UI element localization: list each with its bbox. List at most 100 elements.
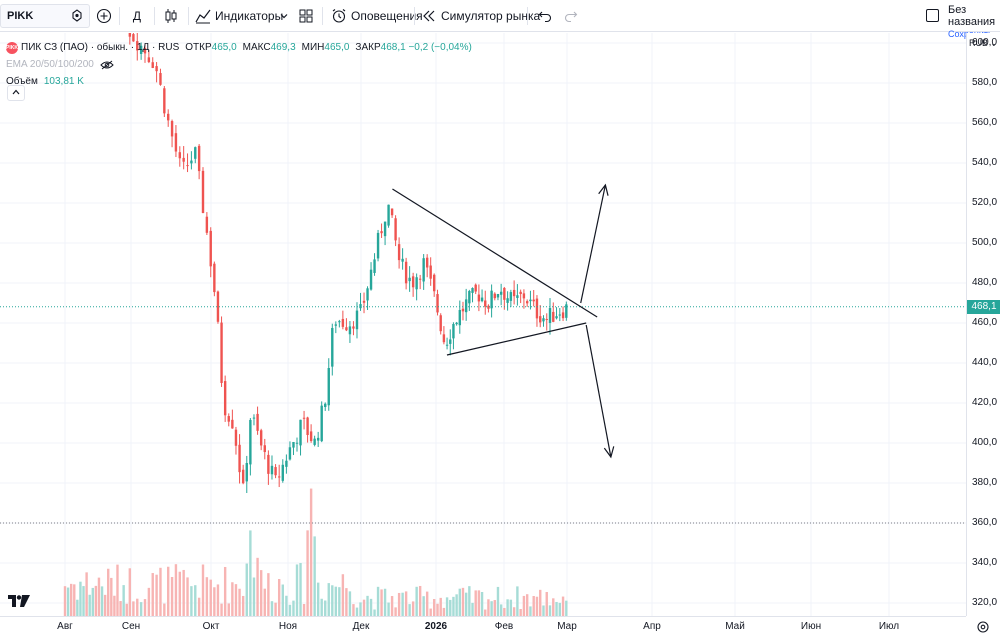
candle-body — [252, 417, 256, 419]
volume-bar — [503, 607, 506, 616]
price-tick-label: 480,0 — [972, 277, 998, 288]
layout-checkbox[interactable] — [926, 9, 939, 22]
currency-selector[interactable]: RUB ⌄ — [969, 38, 997, 48]
candle-body — [558, 314, 561, 316]
time-tick-label: Сен — [121, 621, 141, 632]
volume-bar — [79, 581, 82, 616]
volume-bar — [373, 609, 376, 616]
candle-body — [415, 277, 418, 290]
candle-body — [436, 294, 439, 313]
indicators-button[interactable]: Индикаторы — [195, 0, 283, 32]
candle-body — [552, 311, 555, 322]
volume-bar — [493, 600, 496, 616]
volume-bar — [274, 602, 277, 616]
candle-body — [477, 294, 481, 302]
volume-bar — [324, 600, 327, 616]
candle-body — [503, 287, 506, 300]
chevron-down-icon: ⌄ — [990, 39, 998, 48]
volume-bar — [309, 488, 313, 616]
eye-hidden-icon[interactable] — [100, 60, 114, 70]
compare-icon[interactable] — [70, 9, 84, 23]
candle-body — [163, 88, 166, 114]
candle-body — [445, 344, 449, 346]
time-tick-label: Июн — [800, 621, 822, 632]
templates-button[interactable] — [293, 0, 319, 32]
volume-bar — [170, 576, 174, 616]
volume-bar — [201, 564, 205, 616]
volume-bar — [380, 589, 383, 616]
candle-body — [369, 269, 373, 290]
volume-bar — [383, 588, 387, 616]
volume-bar — [429, 608, 432, 616]
legend-ema-row[interactable]: EMA 20/50/100/200 — [6, 56, 472, 73]
ohlc-close-value: 468,1 −0,2 (−0,04%) — [380, 42, 472, 53]
layout-grid-icon — [299, 9, 313, 23]
volume-bar — [366, 595, 369, 616]
symbol-search-box[interactable]: PIKK — [0, 4, 90, 28]
rewind-icon — [423, 10, 435, 22]
candle-body — [418, 278, 422, 280]
tradingview-logo[interactable] — [8, 594, 30, 610]
volume-bar — [132, 601, 135, 616]
candle-body — [532, 299, 535, 302]
bar-replay-button[interactable]: Симулятор рынка — [421, 0, 540, 32]
undo-button[interactable] — [532, 0, 558, 32]
volume-bar — [522, 595, 526, 616]
candle-body — [484, 300, 487, 307]
candle-body — [487, 305, 490, 309]
time-tick-label: Мар — [557, 621, 577, 632]
volume-bar — [561, 596, 565, 616]
volume-bar — [487, 599, 490, 616]
candle-body — [376, 232, 380, 259]
volume-bar — [525, 594, 529, 616]
candle-body — [263, 445, 266, 453]
time-axis[interactable]: Авг Сен Окт Ноя Дек 2026 Фев Мар Апр Май Июн Июл — [0, 616, 966, 638]
arrow-down-head — [603, 446, 615, 459]
price-axis[interactable]: RUB ⌄ 600,0 580,0 560,0 540,0 520,0 500,0 480,… — [966, 33, 1000, 616]
volume-bar — [281, 584, 284, 616]
price-tick-label: 380,0 — [972, 477, 998, 488]
candle-body — [499, 291, 503, 295]
settings-icon[interactable] — [976, 620, 990, 634]
volume-bar — [555, 601, 558, 616]
volume-bar — [331, 585, 334, 616]
volume-bar — [159, 567, 162, 616]
chart-pane[interactable]: PIKK ПИК СЗ (ПАО) · обыкн. · 1Д · RUS ОТ… — [0, 33, 966, 616]
candle-body — [132, 34, 135, 42]
volume-value: 103,81 K — [43, 76, 84, 87]
ohlc-open-key: ОТКР — [185, 42, 212, 53]
volume-bar — [532, 596, 535, 616]
legend-volume-row[interactable]: Объём 103,81 K — [6, 73, 472, 90]
candle-body — [401, 258, 404, 262]
tradingview-logo-icon — [8, 595, 30, 607]
volume-bar — [205, 577, 209, 616]
candle-body — [182, 157, 185, 162]
candle-body — [194, 147, 197, 159]
candle-body — [197, 145, 201, 172]
candle-body — [565, 304, 568, 318]
redo-button[interactable] — [558, 0, 584, 32]
alerts-button[interactable]: Оповещения — [331, 0, 423, 32]
volume-bar — [292, 600, 295, 616]
candle-body — [259, 430, 263, 446]
volume-bar — [408, 604, 411, 616]
ema-label: EMA 20/50/100/200 — [6, 59, 94, 70]
volume-bar — [125, 603, 128, 616]
indicators-dropdown[interactable] — [276, 0, 292, 32]
volume-bar — [136, 598, 139, 616]
chart-type-button[interactable] — [158, 0, 184, 32]
candle-body — [334, 324, 338, 326]
add-symbol-button[interactable] — [91, 0, 117, 32]
price-chart[interactable] — [0, 33, 966, 616]
volume-bar — [88, 594, 91, 616]
undo-icon — [538, 11, 552, 23]
volume-bar — [362, 599, 366, 616]
symbol-title[interactable]: ПИК СЗ (ПАО) · обыкн. · 1Д · RUS — [21, 42, 180, 53]
candle-body — [464, 299, 468, 313]
candle-body — [178, 152, 181, 159]
legend-collapse-button[interactable] — [7, 85, 25, 101]
volume-bar — [245, 563, 248, 616]
volume-bar — [82, 586, 85, 616]
interval-button[interactable]: Д — [124, 0, 150, 32]
candle-body — [355, 310, 359, 330]
